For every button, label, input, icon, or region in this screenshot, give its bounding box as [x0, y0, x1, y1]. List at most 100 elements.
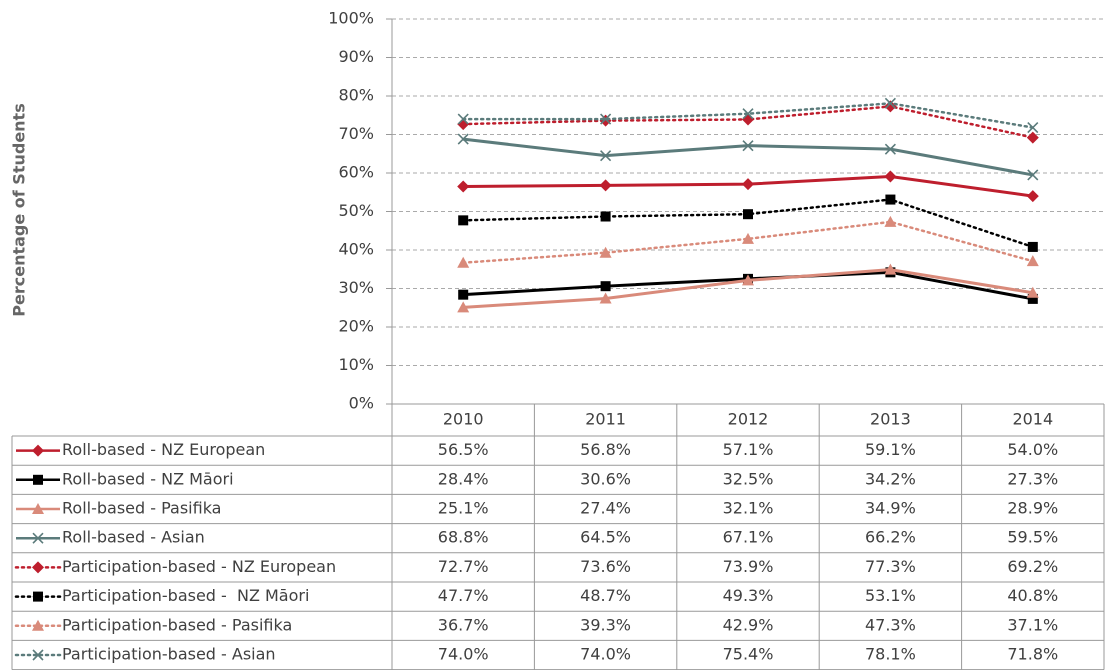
y-tick-label: 50% — [338, 201, 374, 220]
table-cell: 47.7% — [438, 586, 489, 605]
marker — [32, 532, 44, 544]
marker — [458, 289, 469, 300]
marker — [884, 170, 897, 183]
marker — [1027, 241, 1038, 252]
table-cell: 66.2% — [865, 528, 916, 547]
table-cell: 59.5% — [1007, 528, 1058, 547]
table-cell: 27.3% — [1007, 469, 1058, 488]
table-cell: 59.1% — [865, 440, 916, 459]
marker — [33, 591, 43, 602]
table-cell: 30.6% — [580, 469, 631, 488]
y-tick-label: 70% — [338, 124, 374, 143]
x-tick-label: 2013 — [870, 410, 911, 429]
marker — [742, 108, 754, 120]
table-cell: 75.4% — [723, 645, 774, 664]
marker — [884, 100, 897, 113]
y-axis-label: Percentage of Students — [10, 103, 29, 316]
table-cell: 67.1% — [723, 528, 774, 547]
x-tick-label: 2010 — [443, 410, 484, 429]
marker — [32, 619, 44, 631]
series-line — [463, 137, 1034, 177]
table-cell: 56.8% — [580, 440, 631, 459]
marker — [1027, 293, 1038, 304]
y-tick-label: 40% — [338, 240, 374, 259]
marker — [457, 113, 469, 125]
marker — [600, 281, 611, 292]
marker — [600, 113, 612, 125]
legend-label: Roll-based - NZ European — [62, 440, 265, 459]
marker — [742, 113, 754, 126]
marker — [1027, 122, 1039, 134]
marker — [1027, 169, 1039, 181]
marker — [742, 232, 754, 244]
series-line — [461, 220, 1035, 264]
marker — [884, 215, 897, 227]
table-cell: 53.1% — [865, 586, 916, 605]
y-tick-label: 0% — [349, 394, 374, 413]
y-tick-label: 90% — [338, 47, 374, 66]
table-cell: 68.8% — [438, 528, 489, 547]
marker — [885, 194, 896, 205]
marker — [884, 97, 896, 109]
table-cell: 32.1% — [723, 499, 774, 518]
legend-label: Roll-based - NZ Māori — [62, 469, 234, 488]
y-tick-label: 60% — [338, 163, 374, 182]
marker — [457, 133, 469, 145]
marker — [1026, 131, 1039, 144]
marker — [743, 209, 753, 220]
legend-label: Participation-based - Pasifika — [62, 615, 292, 634]
table-cell: 28.4% — [438, 469, 489, 488]
table-cell: 74.0% — [438, 645, 489, 664]
table-cell: 34.2% — [865, 469, 916, 488]
marker — [742, 178, 754, 191]
table-cell: 48.7% — [580, 586, 631, 605]
y-tick-label: 20% — [338, 317, 374, 336]
marker — [457, 301, 470, 313]
marker — [1026, 286, 1039, 298]
marker — [32, 561, 44, 574]
table-cell: 40.8% — [1007, 586, 1058, 605]
table-cell: 72.7% — [438, 557, 489, 576]
legend-label: Roll-based - Asian — [62, 528, 205, 547]
table-cell: 54.0% — [1007, 440, 1058, 459]
marker — [32, 503, 44, 514]
legend-label: Participation-based - NZ European — [62, 557, 336, 576]
table-cell: 32.5% — [723, 469, 774, 488]
marker — [32, 649, 44, 661]
table-cell: 71.8% — [1007, 645, 1058, 664]
table-cell: 39.3% — [580, 615, 631, 634]
marker — [599, 246, 612, 258]
marker — [599, 292, 612, 304]
table-cell: 69.2% — [1007, 557, 1058, 576]
table-cell: 36.7% — [438, 615, 489, 634]
y-tick-label: 100% — [328, 9, 374, 28]
table-cell: 57.1% — [723, 440, 774, 459]
marker — [599, 179, 612, 192]
marker — [458, 215, 469, 226]
marker — [457, 180, 470, 193]
table-cell: 49.3% — [723, 586, 774, 605]
marker — [884, 143, 896, 155]
y-tick-label: 80% — [338, 86, 374, 105]
marker — [742, 274, 754, 286]
y-tick-label: 10% — [338, 355, 374, 374]
table-cell: 27.4% — [580, 499, 631, 518]
table-cell: 78.1% — [865, 645, 916, 664]
table-cell: 73.6% — [580, 557, 631, 576]
x-tick-label: 2014 — [1012, 410, 1053, 429]
legend-label: Roll-based - Pasifika — [62, 499, 221, 518]
marker — [1026, 255, 1039, 267]
table-cell: 25.1% — [438, 499, 489, 518]
marker — [884, 263, 897, 275]
legend-label: Participation-based - NZ Māori — [62, 586, 309, 605]
marker — [600, 211, 611, 222]
table-cell: 77.3% — [865, 557, 916, 576]
marker — [1026, 190, 1039, 203]
table-cell: 73.9% — [723, 557, 774, 576]
table-cell: 56.5% — [438, 440, 489, 459]
legend-label: Participation-based - Asian — [62, 645, 276, 664]
table-cell: 42.9% — [723, 615, 774, 634]
table-cell: 74.0% — [580, 645, 631, 664]
